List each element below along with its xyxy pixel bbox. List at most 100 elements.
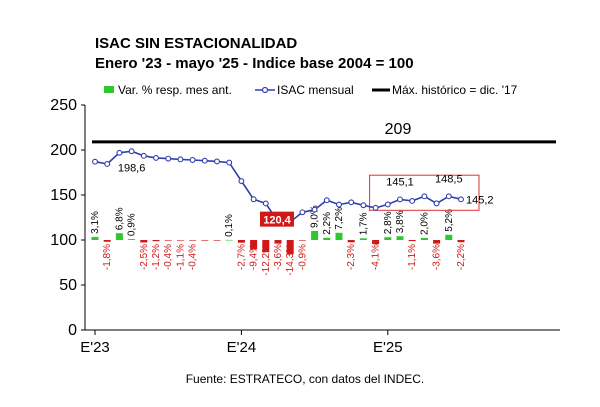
variation-label: 6,8% (114, 207, 125, 230)
variation-bar (347, 240, 355, 243)
variation-bar (103, 240, 111, 242)
isac-point (104, 161, 111, 167)
isac-point (458, 196, 464, 203)
recent-highlight-box (369, 174, 480, 211)
isac-point (384, 201, 391, 208)
isac-point (336, 201, 342, 208)
isac-point (433, 200, 440, 207)
variation-label: -2,7% (236, 244, 247, 270)
isac-value-label: 148,5 (435, 173, 463, 185)
variation-bars (91, 231, 465, 255)
x-tick-label: E'25 (373, 339, 403, 356)
min-value-label: 120,4 (263, 215, 291, 227)
isac-point (262, 200, 269, 207)
x-tick-label: E'23 (80, 339, 110, 356)
variation-bar (311, 231, 319, 240)
legend-bar-swatch (104, 86, 114, 93)
variation-label: -2,2% (456, 244, 467, 270)
variation-bar (457, 240, 465, 243)
max-historico-label: 209 (385, 121, 412, 138)
variation-label: 0,9% (127, 213, 138, 236)
variation-bar (140, 240, 148, 243)
isac-point (311, 206, 318, 213)
isac-point (323, 197, 330, 204)
variation-label: -3,6% (273, 244, 284, 270)
isac-point (116, 149, 123, 156)
isac-point (299, 209, 306, 216)
chart-title: ISAC SIN ESTACIONALIDAD (95, 35, 297, 52)
variation-label: -1,1% (175, 244, 186, 270)
isac-point (348, 199, 355, 206)
variation-bar (323, 237, 331, 240)
variation-bar (152, 240, 160, 242)
variation-bar (372, 240, 380, 245)
variation-label: 3,1% (90, 211, 101, 234)
variation-label: 2,2% (322, 212, 333, 235)
isac-point (397, 196, 403, 203)
variation-bar (176, 240, 184, 241)
isac-point (445, 193, 452, 200)
variation-bar (384, 237, 392, 240)
variation-bar (128, 239, 136, 240)
legend: Var. % resp. mes ant. ISAC mensual Máx. … (104, 83, 518, 97)
variation-bar (189, 240, 197, 241)
variation-label: 0,1% (224, 214, 235, 237)
isac-point (201, 157, 208, 164)
source-note: Fuente: ESTRATECO, con datos del INDEC. (186, 372, 425, 386)
variation-bar (213, 240, 221, 241)
variation-bar (408, 240, 416, 242)
variation-bar (225, 239, 233, 241)
variation-label: 5,2% (444, 209, 455, 232)
variation-bar (335, 232, 343, 240)
variation-bar (298, 240, 306, 241)
isac-value-label: 198,6 (118, 162, 146, 174)
x-ticks: E'23 E'24 E'25 (80, 330, 403, 356)
isac-value-label: 145,2 (466, 194, 494, 206)
y-tick-label: 150 (50, 187, 77, 204)
variation-label: -4,1% (371, 244, 382, 270)
variation-label: 1,7% (358, 212, 369, 235)
variation-bar (274, 240, 282, 244)
x-tick-label: E'24 (227, 339, 257, 356)
variation-bar (420, 238, 428, 240)
variation-bar (201, 240, 209, 241)
variation-label: 2,0% (419, 212, 430, 235)
legend-hline-label: Máx. histórico = dic. '17 (392, 83, 518, 97)
variation-bar (433, 240, 441, 244)
isac-point (360, 202, 367, 209)
variation-label: -0,9% (297, 244, 308, 270)
legend-line-marker (261, 86, 269, 94)
legend-bar-label: Var. % resp. mes ant. (118, 83, 232, 97)
isac-point (128, 148, 135, 155)
variation-label: 9,0% (310, 205, 321, 228)
variation-bar (115, 233, 123, 240)
isac-point (189, 157, 196, 163)
variation-bar (237, 240, 245, 243)
variation-label: -12,2% (261, 244, 272, 276)
isac-point (92, 158, 98, 165)
isac-value-label: 145,1 (386, 176, 414, 188)
isac-point (140, 152, 147, 159)
variation-label: -0,4% (188, 244, 199, 270)
y-tick-label: 50 (59, 277, 77, 294)
isac-point (250, 196, 257, 203)
variation-bar (91, 236, 99, 240)
variation-bar (286, 240, 294, 255)
isac-point (421, 193, 428, 200)
isac-point (372, 204, 379, 211)
isac-point (214, 158, 220, 165)
variation-bar (396, 236, 404, 240)
chart-subtitle: Enero '23 - mayo '25 - Indice base 2004 … (95, 55, 414, 72)
isac-point (409, 197, 416, 204)
variation-bar (445, 234, 453, 240)
variation-bar (359, 238, 367, 240)
variation-bar (262, 240, 270, 253)
variation-label: -2,3% (346, 244, 357, 270)
y-tick-label: 250 (50, 97, 77, 114)
variation-label: -3,6% (432, 244, 443, 270)
variation-label: 3,8% (395, 210, 406, 233)
variation-labels: 3,1%-1,8%6,8% 0,9%-2,5% -1,2% -0,4% -1,1% -0,… (90, 205, 467, 276)
variation-bar (164, 240, 172, 241)
y-ticks: 0 50 100 150 200 250 (50, 97, 85, 339)
